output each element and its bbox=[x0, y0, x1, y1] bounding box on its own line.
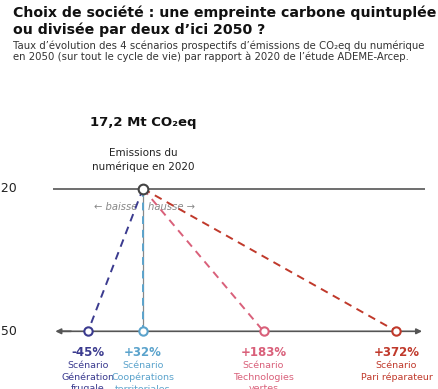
Text: Choix de société : une empreinte carbone quintuplée: Choix de société : une empreinte carbone… bbox=[13, 6, 437, 20]
Text: hausse →: hausse → bbox=[148, 202, 195, 212]
Text: 2020: 2020 bbox=[0, 182, 17, 195]
Text: Taux d’évolution des 4 scénarios prospectifs d’émissions de CO₂eq du numérique: Taux d’évolution des 4 scénarios prospec… bbox=[13, 41, 424, 51]
Text: Scénario
Technologies
vertes: Scénario Technologies vertes bbox=[233, 361, 294, 389]
Text: 2050: 2050 bbox=[0, 325, 17, 338]
Text: ou divisée par deux d’ici 2050 ?: ou divisée par deux d’ici 2050 ? bbox=[13, 22, 265, 37]
Text: +32%: +32% bbox=[124, 345, 162, 359]
Text: Scénario
Coopérations
territoriales: Scénario Coopérations territoriales bbox=[112, 361, 174, 389]
Text: Emissions du
numérique en 2020: Emissions du numérique en 2020 bbox=[92, 148, 194, 172]
Text: +372%: +372% bbox=[374, 345, 420, 359]
Text: en 2050 (sur tout le cycle de vie) par rapport à 2020 de l’étude ADEME-Arcep.: en 2050 (sur tout le cycle de vie) par r… bbox=[13, 51, 409, 62]
Text: ← baisse: ← baisse bbox=[94, 202, 138, 212]
Text: Scénario
Génération
frugale: Scénario Génération frugale bbox=[61, 361, 114, 389]
Text: Scénario
Pari réparateur: Scénario Pari réparateur bbox=[360, 361, 432, 382]
Text: +183%: +183% bbox=[240, 345, 286, 359]
Text: -45%: -45% bbox=[71, 345, 105, 359]
Text: 17,2 Mt CO₂eq: 17,2 Mt CO₂eq bbox=[90, 116, 196, 129]
